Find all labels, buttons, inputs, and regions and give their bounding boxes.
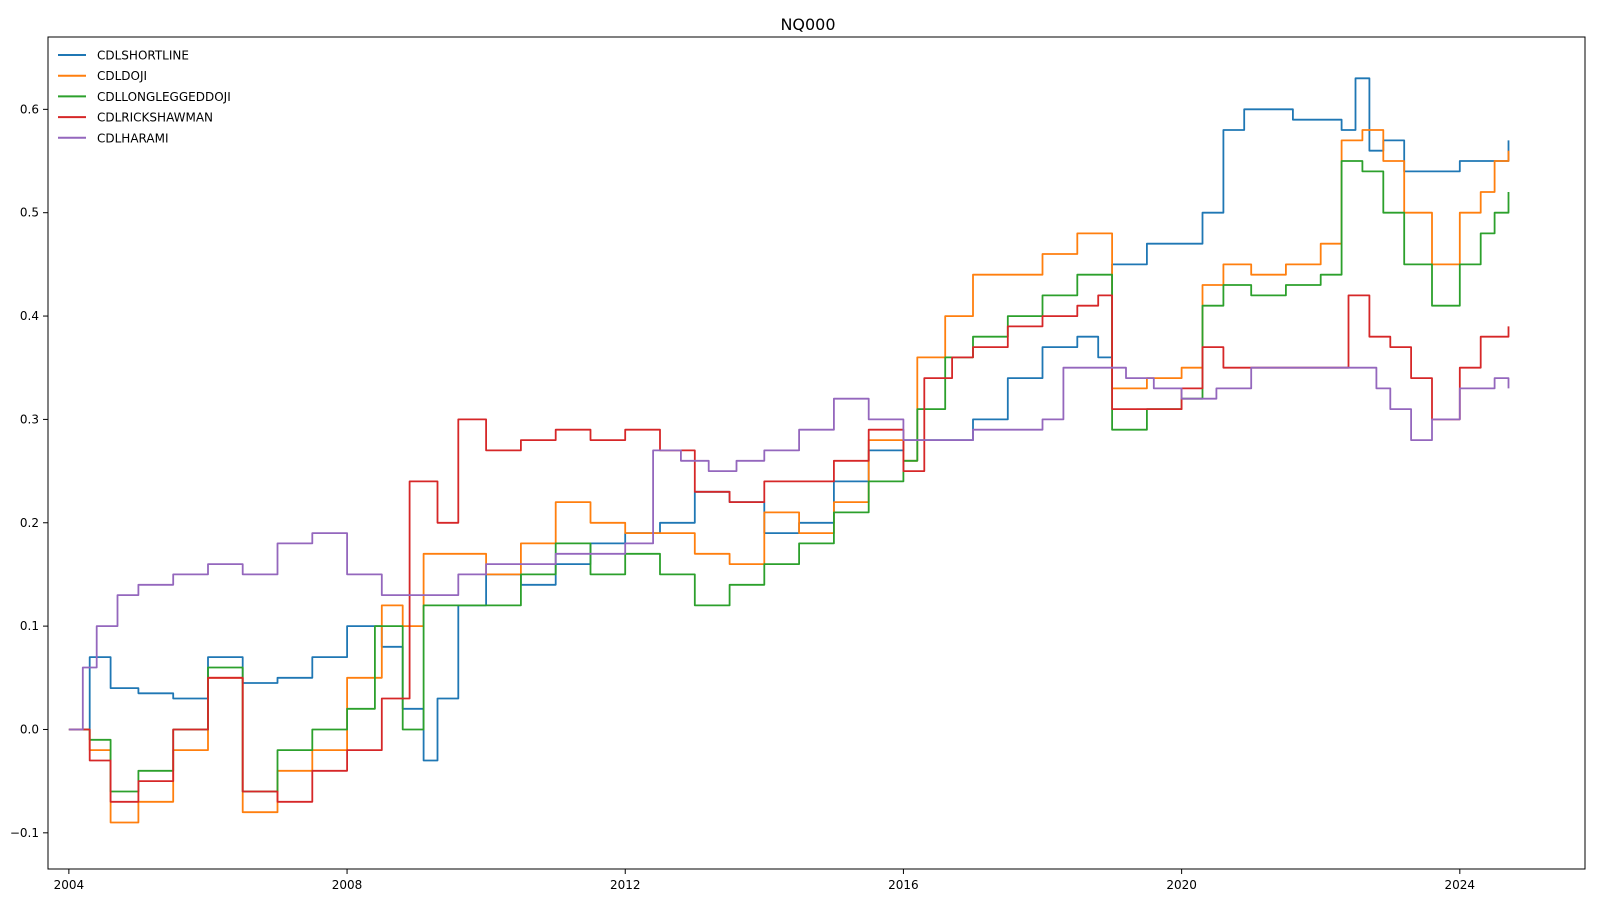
series-layer — [68, 77, 1510, 824]
y-tick-label: 0.3 — [20, 412, 39, 426]
x-tick-label: 2024 — [1445, 878, 1476, 892]
y-tick-label: 0.6 — [20, 102, 39, 116]
x-tick-label: 2004 — [54, 878, 85, 892]
series-line-cdlshortline — [68, 77, 1510, 762]
series-line-cdlharami — [68, 366, 1510, 731]
series-line-cdlrickshawman — [68, 294, 1510, 803]
legend-label-cdlshortline: CDLSHORTLINE — [97, 49, 189, 63]
legend: CDLSHORTLINE CDLDOJI CDLLONGLEGGEDDOJI CDLR… — [58, 49, 231, 145]
series-line-cdldoji — [68, 129, 1510, 824]
y-tick-label: 0.4 — [20, 309, 39, 323]
legend-label-cdlharami: CDLHARAMI — [97, 131, 169, 145]
y-tick-label: 0.2 — [20, 516, 39, 530]
plot-frame — [47, 36, 1586, 870]
legend-label-cdllongleggeddoji: CDLLONGLEGGEDDOJI — [97, 90, 231, 104]
legend-label-cdlrickshawman: CDLRICKSHAWMAN — [97, 111, 213, 125]
legend-label-cdldoji: CDLDOJI — [97, 69, 147, 83]
y-tick-label: 0.1 — [20, 619, 39, 633]
axes-layer: 2004 2008 2012 2016 2020 2024 −0.1 0.0 0.1 0.2 0.3… — [10, 36, 1586, 892]
x-tick-label: 2020 — [1166, 878, 1197, 892]
y-tick-label: 0.0 — [20, 722, 39, 736]
y-tick-label: −0.1 — [10, 826, 39, 840]
x-tick-label: 2008 — [332, 878, 363, 892]
x-tick-label: 2012 — [610, 878, 641, 892]
series-line-cdllongleggeddoji — [68, 160, 1510, 793]
x-tick-label: 2016 — [888, 878, 919, 892]
y-tick-label: 0.5 — [20, 206, 39, 220]
chart-title: NQ000 — [780, 15, 835, 34]
